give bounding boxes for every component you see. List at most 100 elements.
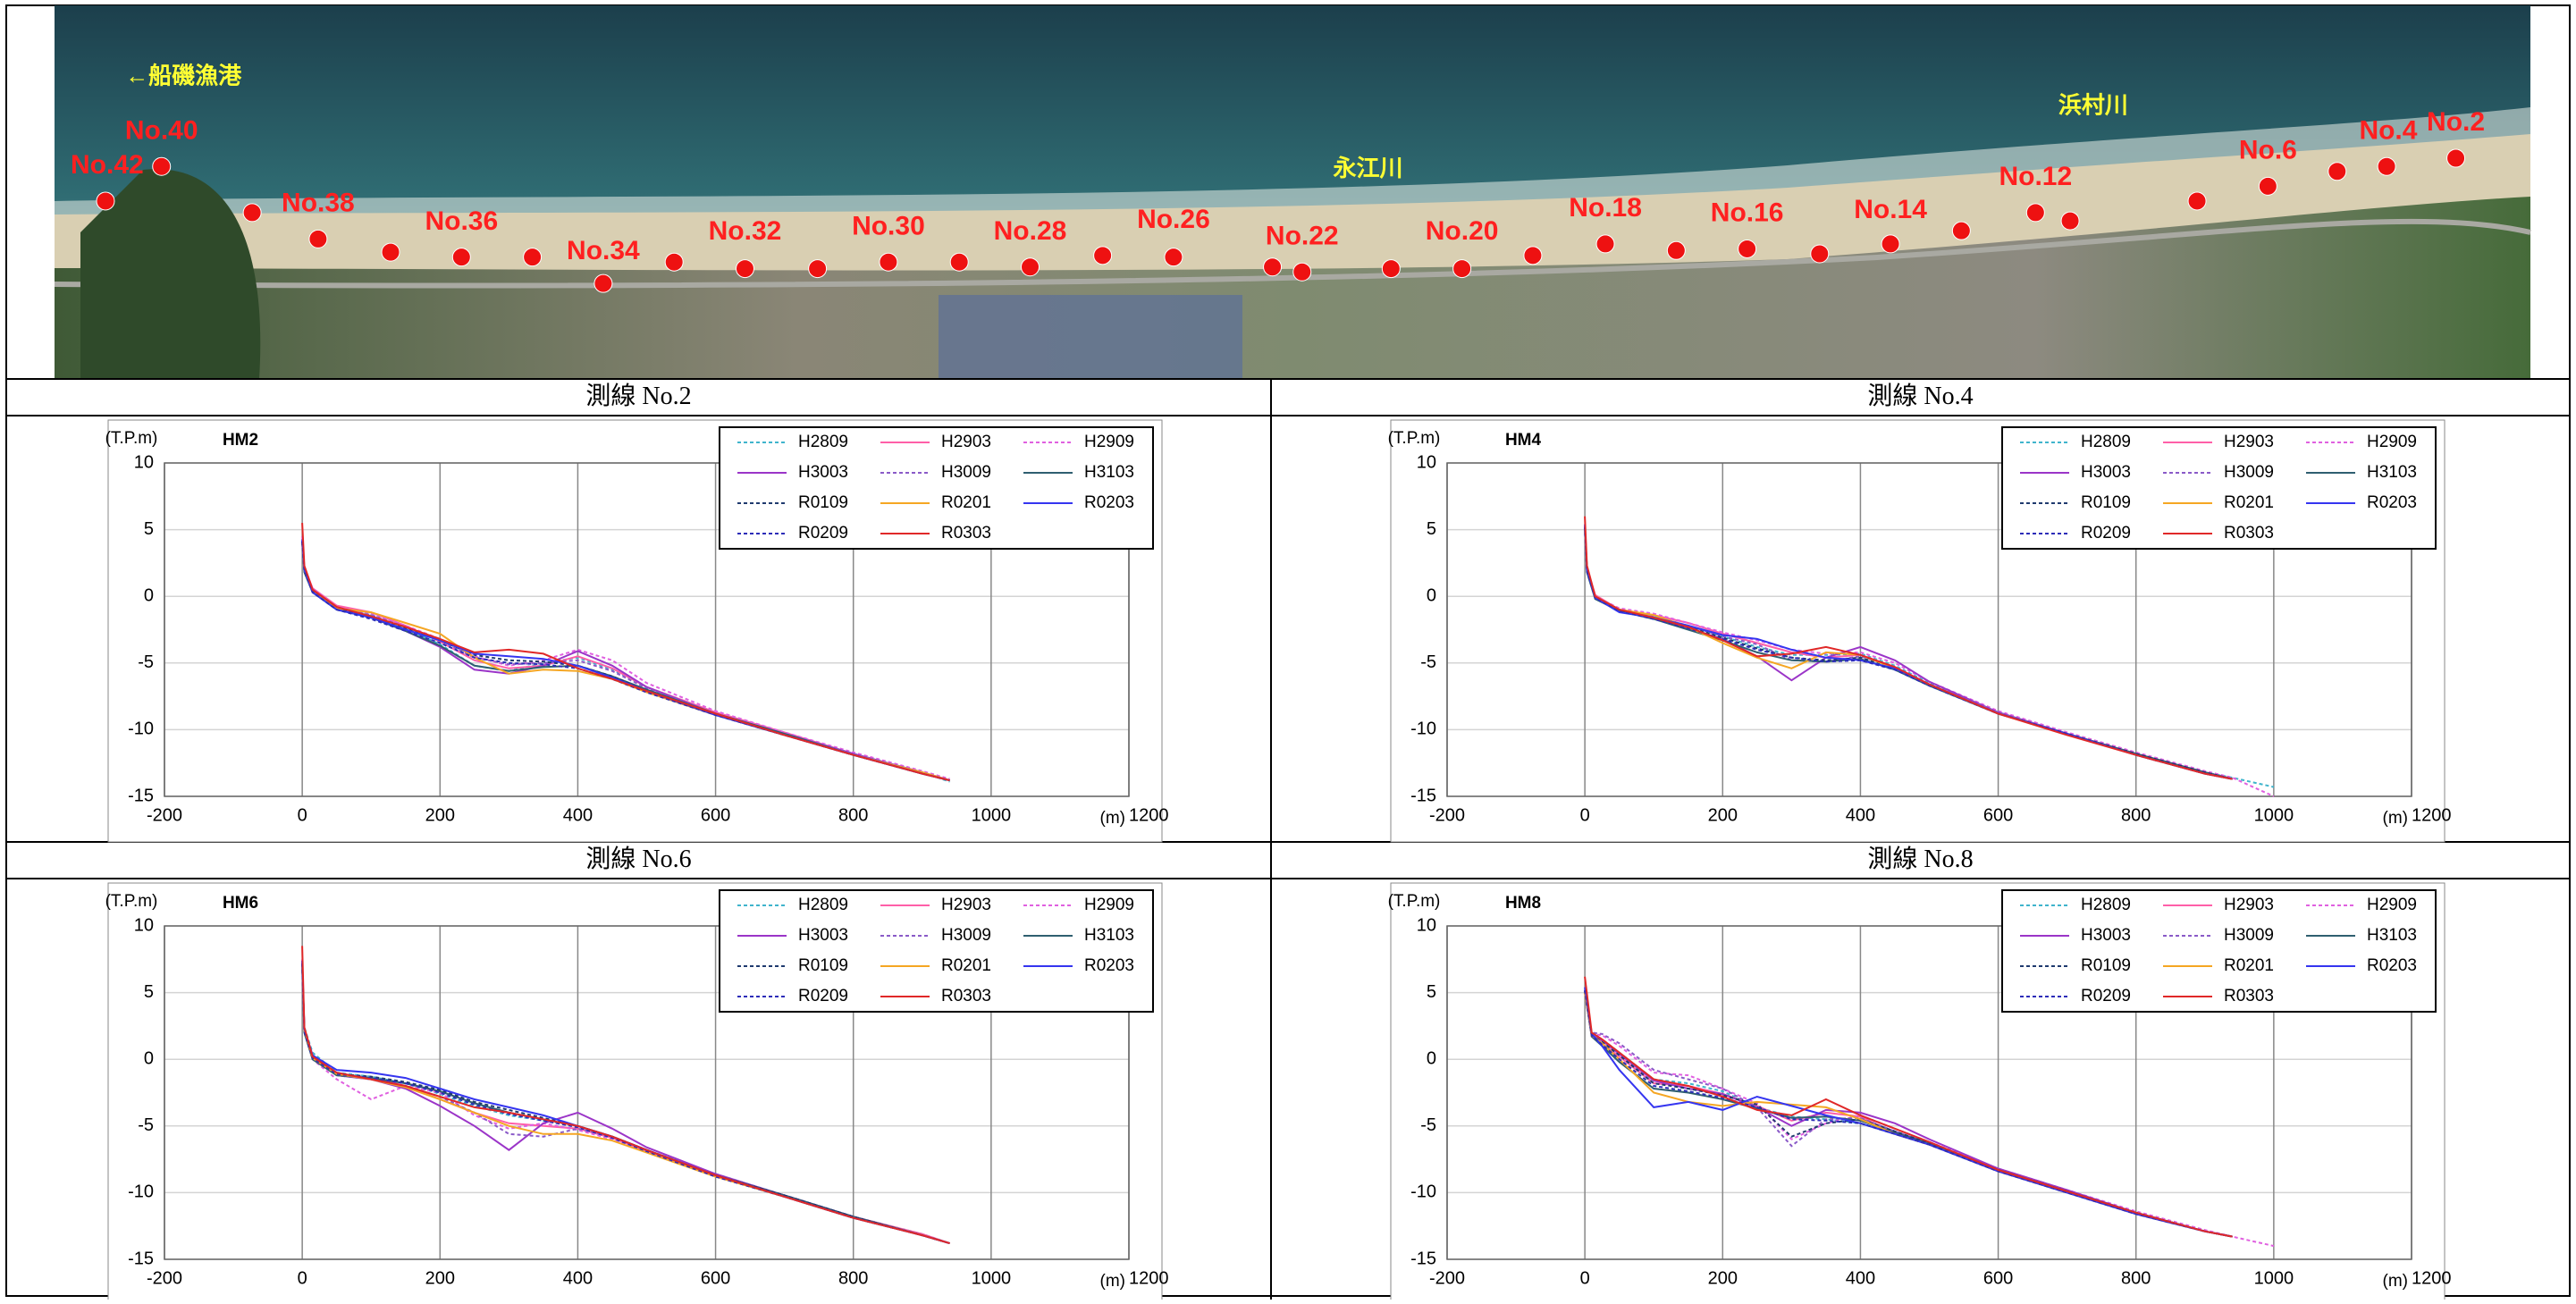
y-tick-label: 10: [134, 915, 154, 935]
x-tick-label: 0: [1580, 1268, 1590, 1288]
survey-point: [1264, 258, 1282, 276]
survey-point: [809, 260, 827, 278]
y-axis-label: (T.P.m): [105, 892, 158, 911]
y-tick-label: 5: [144, 982, 154, 1002]
survey-point: [2378, 157, 2395, 175]
x-tick-label: 1200: [1129, 1268, 1169, 1288]
x-tick-label: -200: [147, 1268, 182, 1288]
point-label: No.16: [1711, 198, 1784, 228]
chart-name: HM6: [223, 894, 258, 913]
legend-label: H3003: [798, 463, 848, 482]
survey-point: [665, 253, 683, 271]
survey-point: [950, 253, 968, 271]
point-label: No.38: [282, 189, 355, 218]
legend-label: R0109: [2081, 493, 2131, 512]
survey-point: [524, 248, 542, 266]
y-tick-label: -10: [1410, 1182, 1436, 1202]
x-tick-label: 1200: [2412, 1268, 2452, 1288]
legend-label: H2903: [941, 433, 991, 451]
y-tick-label: 10: [134, 452, 154, 472]
legend-label: R0203: [1084, 956, 1134, 975]
x-tick-label: 0: [298, 805, 307, 825]
legend-label: H3103: [2367, 463, 2417, 482]
chart-name: HM8: [1505, 894, 1541, 913]
legend-label: R0303: [941, 987, 991, 1005]
legend-label: H3003: [2081, 463, 2131, 482]
point-label: No.2: [2427, 107, 2485, 137]
chart-title: 測線 No.8: [1867, 845, 1973, 873]
legend-label: H3103: [2367, 926, 2417, 945]
x-tick-label: 1000: [972, 805, 1012, 825]
survey-point: [153, 157, 171, 175]
x-tick-label: 400: [1846, 1268, 1875, 1288]
y-tick-label: 0: [1427, 1048, 1436, 1068]
survey-point: [1667, 241, 1685, 259]
survey-point: [1881, 235, 1899, 253]
point-label: No.20: [1426, 216, 1499, 246]
legend-label: H2809: [798, 896, 848, 914]
survey-point: [2328, 163, 2346, 181]
y-tick-label: 5: [144, 519, 154, 539]
place-label: 永江川: [1334, 155, 1403, 181]
point-label: No.12: [1999, 162, 2072, 191]
page: ←船磯漁港 No.40 No.42 No.38 No.36 No.34 No.32 No.30…: [0, 0, 2576, 1300]
survey-point: [2259, 177, 2277, 195]
legend-label: R0209: [798, 524, 848, 543]
chart-title: 測線 No.4: [1867, 382, 1973, 410]
legend-label: H2809: [2081, 896, 2131, 914]
x-tick-label: 400: [563, 805, 593, 825]
survey-point: [1293, 263, 1311, 281]
legend-label: H2909: [2367, 433, 2417, 451]
x-axis-label: (m): [1100, 809, 1125, 828]
legend-label: H2909: [1084, 896, 1134, 914]
y-tick-label: -10: [128, 719, 154, 739]
survey-point: [1596, 235, 1614, 253]
survey-point: [1094, 247, 1112, 265]
chart-name: HM4: [1505, 431, 1542, 450]
y-axis-label: (T.P.m): [105, 429, 158, 448]
point-label: No.14: [1854, 195, 1927, 224]
legend-label: R0201: [2224, 493, 2274, 512]
survey-point: [309, 230, 327, 248]
x-tick-label: 800: [838, 805, 868, 825]
chart-title: 測線 No.6: [585, 845, 691, 873]
aerial-photo: [55, 5, 2530, 379]
y-tick-label: -5: [138, 1115, 154, 1135]
point-label: No.34: [567, 236, 640, 265]
y-axis-label: (T.P.m): [1388, 892, 1441, 911]
legend-label: R0303: [2224, 524, 2274, 543]
survey-point: [97, 192, 114, 210]
x-tick-label: 600: [1983, 1268, 2013, 1288]
survey-point: [2447, 149, 2465, 167]
point-label: No.30: [852, 211, 925, 240]
y-tick-label: 10: [1417, 915, 1436, 935]
solar-panels: [939, 295, 1242, 379]
legend-label: R0209: [798, 987, 848, 1005]
x-tick-label: 1200: [2412, 805, 2452, 825]
survey-point: [382, 243, 400, 261]
x-tick-label: 800: [2121, 805, 2151, 825]
x-tick-label: -200: [1429, 805, 1465, 825]
point-label: No.42: [71, 150, 144, 180]
legend-label: H2909: [1084, 433, 1134, 451]
legend-label: H3009: [2224, 926, 2274, 945]
survey-point: [736, 260, 753, 278]
y-tick-label: -5: [1420, 652, 1436, 672]
place-label: ←船磯漁港: [125, 63, 242, 89]
point-label: No.40: [125, 115, 198, 145]
x-tick-label: 200: [425, 1268, 455, 1288]
x-tick-label: 800: [838, 1268, 868, 1288]
x-tick-label: 200: [425, 805, 455, 825]
point-label: No.36: [425, 206, 498, 236]
survey-point: [1524, 247, 1542, 265]
x-tick-label: 1000: [2254, 805, 2294, 825]
y-tick-label: 10: [1417, 452, 1436, 472]
survey-point: [1952, 222, 1970, 240]
legend-label: H3103: [1084, 463, 1134, 482]
y-tick-label: -5: [1420, 1115, 1436, 1135]
survey-point: [2061, 212, 2079, 230]
point-label: No.32: [709, 216, 782, 246]
x-tick-label: 1200: [1129, 805, 1169, 825]
